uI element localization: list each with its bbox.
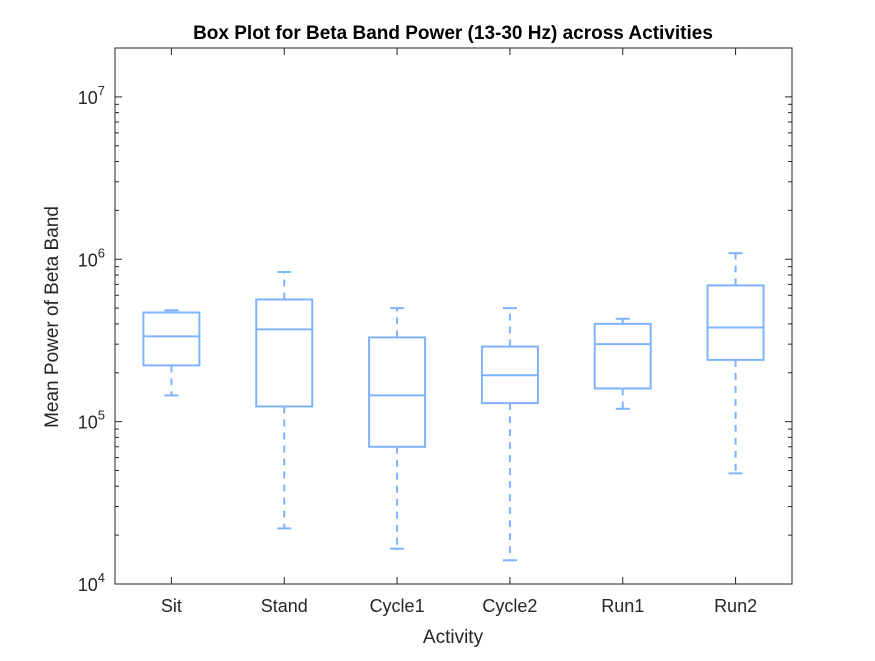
x-tick-label-run2: Run2 (714, 596, 757, 616)
x-tick-label-stand: Stand (261, 596, 308, 616)
plot-area: 104 105 106 107 Sit Stand Cycle1 Cycle2 Run1 Run2 (78, 47, 793, 616)
y-tick-label: 105 (78, 408, 105, 433)
box-cycle1 (368, 336, 427, 448)
chart-title: Box Plot for Beta Band Power (13-30 Hz) … (193, 23, 713, 44)
box-stand (255, 298, 314, 408)
x-tick-label-run1: Run1 (601, 596, 644, 616)
y-tick-label: 107 (78, 83, 105, 108)
y-tick-label: 104 (78, 570, 105, 595)
x-tick-label-cycle1: Cycle1 (370, 596, 425, 616)
box-run2 (706, 284, 765, 361)
plot-frame (114, 47, 793, 585)
box-run1 (593, 322, 652, 390)
x-axis-label: Activity (423, 627, 484, 648)
box-sit (142, 311, 201, 367)
x-tick-label-sit: Sit (161, 596, 182, 616)
x-tick-label-cycle2: Cycle2 (482, 596, 537, 616)
y-tick-label: 106 (78, 245, 105, 270)
y-axis-label: Mean Power of Beta Band (42, 206, 63, 428)
